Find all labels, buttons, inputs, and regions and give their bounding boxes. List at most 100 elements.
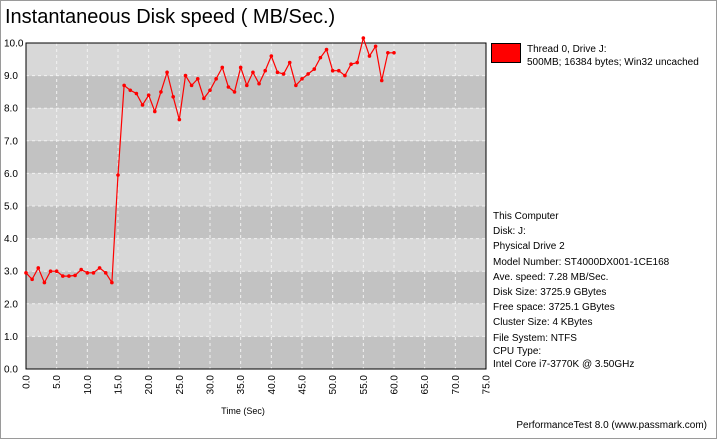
data-point — [263, 68, 268, 73]
data-point — [208, 88, 212, 93]
data-point — [24, 271, 28, 275]
data-point — [367, 54, 372, 58]
data-point — [379, 78, 384, 83]
data-point — [281, 72, 286, 76]
data-point — [42, 280, 47, 285]
plot-band — [26, 173, 486, 206]
data-point — [159, 90, 163, 94]
info-free-space: Free space: 3725.1 GBytes — [493, 302, 615, 314]
x-tick-label: 30.0 — [206, 375, 217, 395]
y-tick-label: 7.0 — [4, 136, 18, 147]
data-point — [220, 65, 225, 70]
data-point — [287, 60, 292, 65]
y-tick-label: 6.0 — [4, 169, 18, 180]
x-tick-label: 65.0 — [420, 375, 431, 395]
data-point — [171, 94, 175, 99]
data-point — [67, 274, 71, 278]
data-point — [110, 280, 114, 285]
plot-band — [26, 140, 486, 174]
data-point — [54, 269, 59, 274]
x-tick-label: 60.0 — [390, 375, 401, 395]
y-tick-label: 10.0 — [4, 39, 24, 50]
data-point — [275, 70, 280, 75]
plot-band — [26, 238, 486, 272]
plot-band — [26, 303, 486, 337]
plot-border — [25, 42, 487, 370]
data-point — [306, 72, 310, 76]
data-point — [97, 266, 102, 270]
data-point — [337, 68, 341, 73]
x-tick-label: 10.0 — [83, 375, 94, 395]
data-point — [79, 267, 83, 272]
data-point — [294, 83, 298, 88]
data-point — [232, 90, 237, 94]
info-disk: Disk: J: — [493, 226, 526, 238]
legend-text: Thread 0, Drive J: 500MB; 16384 bytes; W… — [527, 43, 699, 69]
y-tick-label: 1.0 — [4, 332, 18, 343]
data-point — [146, 93, 151, 97]
x-tick-label: 45.0 — [298, 375, 309, 395]
legend-series-name: Thread 0, Drive J: — [527, 44, 607, 55]
x-tick-label: 5.0 — [52, 375, 63, 389]
x-tick-label: 40.0 — [267, 375, 278, 395]
data-point — [140, 103, 145, 107]
legend-series-detail: 500MB; 16384 bytes; Win32 uncached — [527, 57, 699, 68]
data-point — [177, 117, 182, 122]
y-tick-label: 4.0 — [4, 234, 18, 245]
data-point — [189, 83, 194, 88]
info-disk-size: Disk Size: 3725.9 GBytes — [493, 286, 607, 298]
data-point — [30, 277, 34, 282]
plot-band — [26, 336, 486, 369]
info-ave-speed: Ave. speed: 7.28 MB/Sec. — [493, 271, 609, 283]
data-point — [91, 271, 96, 275]
info-file-system: File System: NTFS — [493, 332, 577, 344]
x-tick-label: 0.0 — [22, 375, 33, 389]
x-tick-label: 55.0 — [359, 375, 370, 395]
data-point — [128, 88, 133, 93]
plot-band — [26, 108, 486, 141]
x-axis-label: Time (Sec) — [221, 406, 265, 416]
info-cpu: Intel Core i7-3770K @ 3.50GHz — [493, 359, 635, 371]
data-point — [226, 85, 231, 89]
y-tick-label: 3.0 — [4, 267, 18, 278]
data-point — [202, 96, 206, 101]
chart-title: Instantaneous Disk speed ( MB/Sec.) — [5, 6, 336, 28]
y-tick-label: 5.0 — [4, 202, 18, 213]
x-tick-label: 50.0 — [328, 375, 339, 395]
data-point — [392, 50, 396, 55]
data-point — [165, 70, 169, 75]
data-point — [73, 273, 77, 278]
data-point — [153, 109, 157, 114]
data-point — [343, 73, 347, 78]
data-point — [269, 54, 274, 58]
disk-info-panel: This Computer Disk: J: Physical Drive 2 … — [493, 209, 669, 372]
plot-band — [26, 206, 486, 239]
data-point — [36, 266, 41, 270]
x-tick-label: 75.0 — [482, 375, 493, 395]
info-cluster-size: Cluster Size: 4 KBytes — [493, 317, 593, 329]
data-point — [245, 83, 249, 88]
footer-credit: PerformanceTest 8.0 (www.passmark.com) — [516, 420, 707, 431]
data-point — [195, 77, 200, 81]
data-point — [373, 44, 378, 49]
data-point — [103, 271, 108, 275]
data-point — [257, 81, 261, 86]
data-point — [48, 269, 53, 274]
data-point — [349, 62, 353, 66]
legend-swatch — [491, 43, 521, 63]
data-point — [330, 68, 335, 73]
x-tick-label: 25.0 — [175, 375, 186, 395]
data-point — [251, 70, 255, 75]
data-point — [361, 36, 366, 40]
data-point — [355, 60, 360, 65]
x-tick-label: 15.0 — [114, 375, 125, 395]
data-point — [318, 55, 323, 60]
data-point — [214, 77, 218, 81]
y-tick-label: 0.0 — [4, 365, 18, 376]
data-point — [122, 83, 126, 88]
y-tick-label: 9.0 — [4, 71, 18, 82]
x-tick-label: 20.0 — [144, 375, 155, 395]
info-model: Model Number: ST4000DX001-1CE168 — [493, 256, 670, 268]
data-point — [61, 274, 65, 278]
